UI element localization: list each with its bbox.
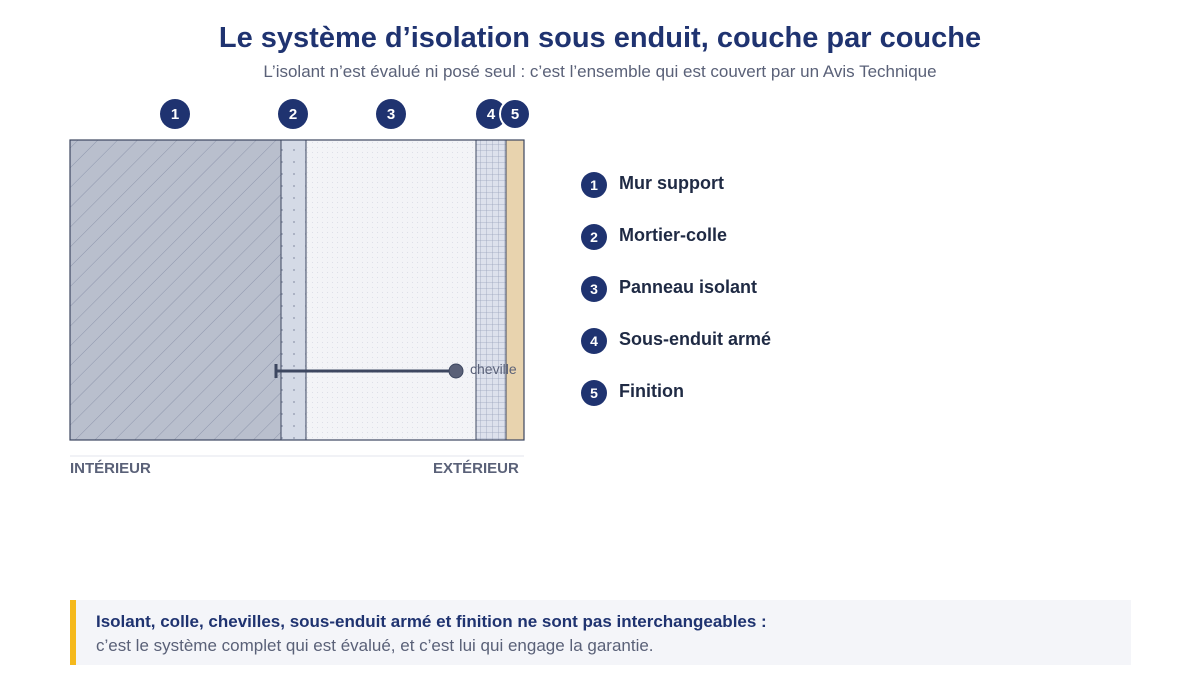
legend-badge: 2 [581, 224, 607, 250]
layer-marker-4: 4 [476, 99, 506, 129]
layer-marker-1-number: 1 [171, 106, 179, 123]
layer-panneau-isolant [306, 140, 476, 440]
legend-badge: 5 [581, 380, 607, 406]
layer-marker-2: 2 [278, 99, 308, 129]
page-title: Le système d’isolation sous enduit, couc… [218, 22, 982, 54]
legend-label: Sous-enduit armé [619, 329, 772, 349]
layer-marker-1: 1 [160, 99, 190, 129]
layer-mur-support [70, 140, 281, 440]
layer-finition [506, 140, 524, 440]
legend-label: Mur support [619, 173, 724, 193]
layer-marker-3: 3 [376, 99, 406, 129]
interior-label: INTÉRIEUR [70, 460, 151, 477]
anchor-cheville [274, 363, 464, 379]
layer-marker-2-number: 2 [289, 106, 297, 123]
legend-label: Panneau isolant [619, 277, 758, 297]
legend-badge: 4 [581, 328, 607, 354]
callout-heading: Isolant, colle, chevilles, sous-enduit a… [96, 612, 767, 631]
legend-label: Mortier-colle [619, 225, 728, 245]
legend-label: Finition [619, 381, 684, 401]
layer-marker-5-number: 5 [511, 106, 519, 123]
layer-sous-enduit [476, 140, 506, 440]
anchor-label: cheville [470, 361, 517, 377]
exterior-label: EXTÉRIEUR [433, 460, 519, 477]
page-subtitle: L’isolant n’est évalué ni posé seul : c’… [263, 62, 937, 81]
callout-body: c’est le système complet qui est évalué,… [96, 636, 654, 655]
layer-marker-5: 5 [499, 98, 531, 130]
info-callout: Isolant, colle, chevilles, sous-enduit a… [70, 600, 1131, 665]
layer-marker-3-number: 3 [387, 106, 395, 123]
layer-marker-4-number: 4 [487, 106, 496, 123]
layer-mortier-colle [281, 140, 306, 440]
legend-badge: 3 [581, 276, 607, 302]
legend-badge: 1 [581, 172, 607, 198]
wall-outline [69, 139, 525, 441]
